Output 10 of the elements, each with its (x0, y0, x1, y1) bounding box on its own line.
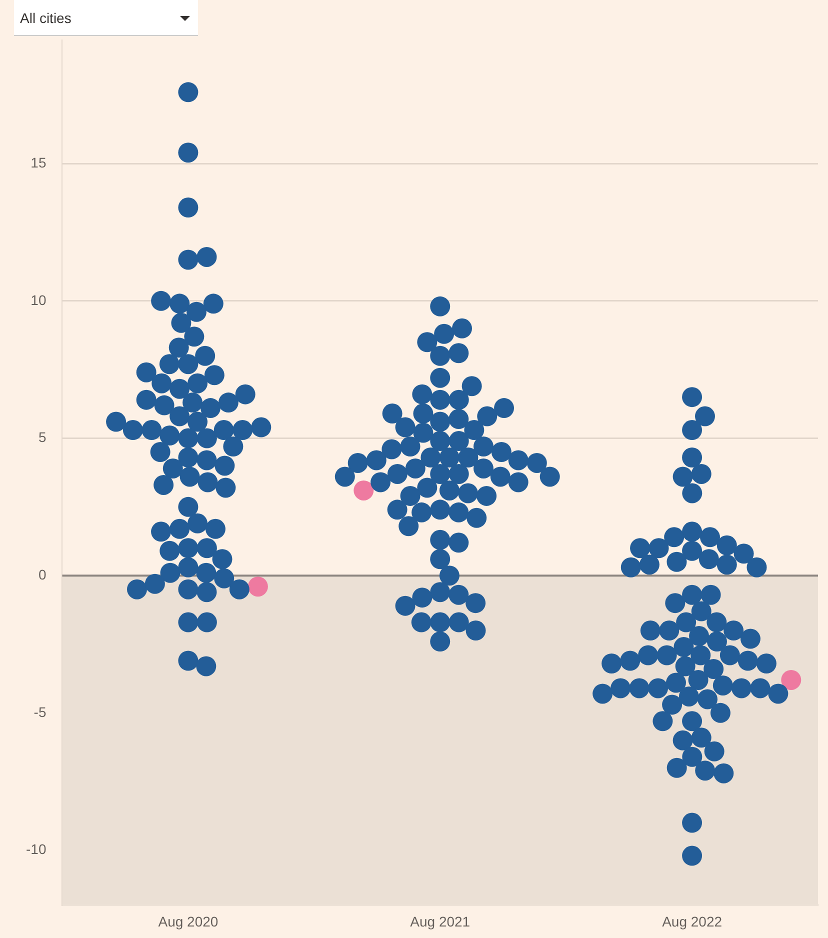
y-tick-label: -10 (26, 841, 46, 858)
y-tick-label: -5 (34, 704, 46, 720)
dropdown: All cities (14, 0, 198, 36)
y-tick-label: 10 (30, 292, 46, 308)
y-tick-label: 0 (38, 566, 46, 582)
x-tick-label: Aug 2022 (662, 913, 722, 930)
x-tick-label: Aug 2021 (410, 913, 470, 930)
y-tick-label: 5 (38, 429, 46, 446)
x-tick-label: Aug 2020 (158, 913, 218, 930)
y-tick-label: 15 (30, 154, 46, 170)
